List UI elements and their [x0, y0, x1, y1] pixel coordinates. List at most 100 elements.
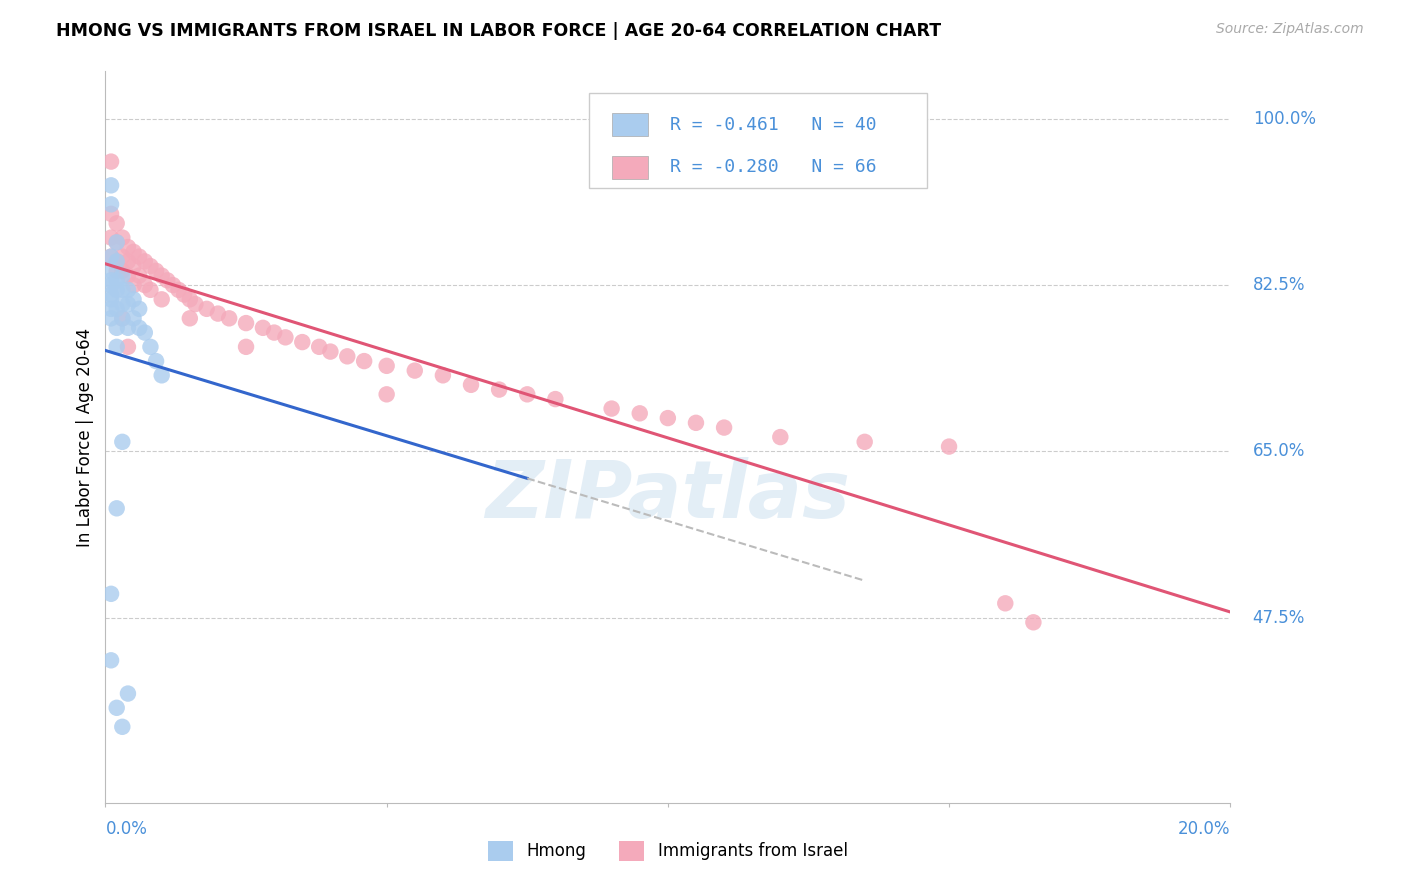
Point: [319, 344, 342, 359]
Text: Source: ZipAtlas.com: Source: ZipAtlas.com: [1216, 22, 1364, 37]
Point: [488, 383, 510, 397]
Point: [100, 653, 122, 667]
Text: ZIPatlas: ZIPatlas: [485, 457, 851, 534]
Point: [111, 283, 134, 297]
FancyBboxPatch shape: [589, 94, 927, 188]
Point: [100, 273, 122, 287]
Text: HMONG VS IMMIGRANTS FROM ISRAEL IN LABOR FORCE | AGE 20-64 CORRELATION CHART: HMONG VS IMMIGRANTS FROM ISRAEL IN LABOR…: [56, 22, 942, 40]
Point: [111, 434, 134, 449]
Point: [432, 368, 454, 383]
Point: [150, 268, 173, 283]
Point: [853, 434, 876, 449]
Point: [128, 301, 150, 316]
Point: [100, 311, 122, 326]
Point: [291, 335, 314, 350]
Point: [105, 254, 128, 268]
Point: [122, 278, 145, 293]
Point: [134, 278, 156, 293]
Point: [179, 311, 201, 326]
Point: [156, 273, 179, 287]
Point: [657, 411, 679, 425]
Point: [105, 501, 128, 516]
Text: 47.5%: 47.5%: [1253, 608, 1305, 626]
Point: [139, 340, 162, 354]
Point: [100, 301, 122, 316]
Point: [122, 311, 145, 326]
Text: 65.0%: 65.0%: [1253, 442, 1305, 460]
Point: [685, 416, 707, 430]
Point: [235, 316, 257, 330]
Legend: Hmong, Immigrants from Israel: Hmong, Immigrants from Israel: [481, 834, 855, 868]
Point: [375, 387, 398, 401]
Point: [100, 230, 122, 244]
Point: [235, 340, 257, 354]
Point: [628, 406, 651, 420]
Point: [713, 420, 735, 434]
Point: [139, 259, 162, 273]
Point: [105, 254, 128, 268]
Point: [274, 330, 297, 344]
Point: [167, 283, 190, 297]
Text: 0.0%: 0.0%: [105, 820, 148, 838]
Point: [111, 297, 134, 311]
Point: [173, 287, 195, 301]
Point: [218, 311, 240, 326]
Point: [544, 392, 567, 406]
Point: [105, 283, 128, 297]
Point: [207, 307, 229, 321]
Point: [100, 587, 122, 601]
Point: [117, 254, 139, 268]
Point: [111, 311, 134, 326]
Point: [117, 268, 139, 283]
Point: [1022, 615, 1045, 630]
Point: [105, 321, 128, 335]
Point: [100, 250, 122, 264]
Point: [162, 278, 184, 293]
Text: R = -0.461   N = 40: R = -0.461 N = 40: [671, 116, 877, 134]
Point: [100, 154, 122, 169]
Point: [117, 340, 139, 354]
Point: [105, 273, 128, 287]
Point: [252, 321, 274, 335]
Point: [145, 264, 167, 278]
Point: [117, 297, 139, 311]
Point: [111, 230, 134, 244]
Point: [336, 349, 359, 363]
Point: [105, 235, 128, 250]
Text: 100.0%: 100.0%: [1253, 110, 1316, 128]
Point: [111, 268, 134, 283]
Point: [404, 363, 426, 377]
Point: [117, 687, 139, 701]
Point: [111, 250, 134, 264]
Point: [769, 430, 792, 444]
Point: [122, 293, 145, 307]
Point: [105, 301, 128, 316]
Point: [134, 326, 156, 340]
Point: [139, 283, 162, 297]
Point: [134, 254, 156, 268]
Point: [100, 178, 122, 193]
Point: [100, 250, 122, 264]
Point: [375, 359, 398, 373]
Point: [100, 264, 122, 278]
Point: [353, 354, 375, 368]
Point: [111, 311, 134, 326]
Point: [117, 240, 139, 254]
Text: R = -0.280   N = 66: R = -0.280 N = 66: [671, 159, 877, 177]
Point: [938, 440, 960, 454]
Point: [111, 264, 134, 278]
Point: [122, 244, 145, 259]
Point: [516, 387, 538, 401]
Point: [145, 354, 167, 368]
Point: [100, 207, 122, 221]
Point: [122, 259, 145, 273]
Point: [128, 250, 150, 264]
Point: [150, 293, 173, 307]
Y-axis label: In Labor Force | Age 20-64: In Labor Force | Age 20-64: [76, 327, 94, 547]
Point: [117, 283, 139, 297]
Point: [195, 301, 218, 316]
Point: [150, 368, 173, 383]
Text: 20.0%: 20.0%: [1178, 820, 1230, 838]
Text: 82.5%: 82.5%: [1253, 277, 1305, 294]
Point: [128, 321, 150, 335]
